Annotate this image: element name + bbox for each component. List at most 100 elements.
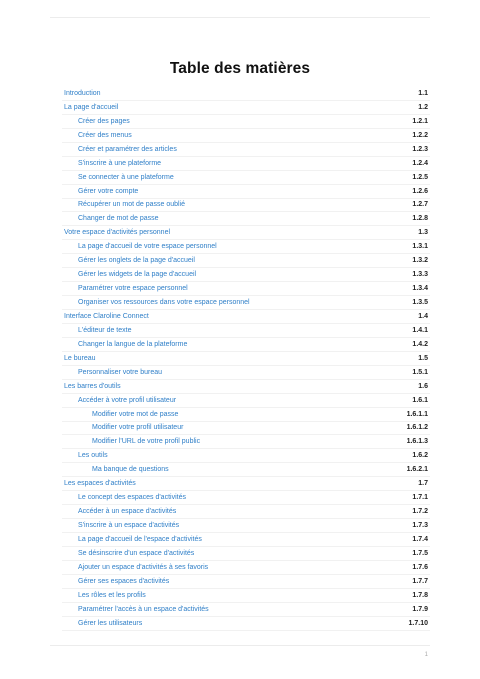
toc-entry[interactable]: Paramétrer votre espace personnel 1.3.4 (62, 282, 430, 297)
toc-entry[interactable]: Introduction 1.1 (62, 87, 430, 101)
toc-entry[interactable]: Organiser vos ressources dans votre espa… (62, 296, 430, 310)
toc-entry-link[interactable]: Créer des menus (78, 131, 132, 139)
toc-entry-number: 1.3.1 (412, 243, 428, 251)
toc-entry-link[interactable]: Accéder à votre profil utilisateur (78, 396, 177, 404)
toc-entry[interactable]: Gérer les utilisateurs 1.7.10 (62, 617, 430, 631)
toc-entry-number: 1.7.6 (412, 563, 428, 571)
toc-entry-number: 1.2.7 (412, 201, 428, 209)
toc-entry-link[interactable]: Introduction (64, 89, 101, 97)
toc-entry-number: 1.4.1 (412, 326, 428, 334)
toc-entry[interactable]: Modifier votre profil utilisateur 1.6.1.2 (62, 422, 430, 436)
toc-entry-link[interactable]: Organiser vos ressources dans votre espa… (78, 299, 250, 307)
toc-entry[interactable]: Gérer les onglets de la page d'accueil 1.… (62, 254, 430, 269)
toc-entry-number: 1.2.2 (412, 131, 428, 139)
toc-entry-link[interactable]: L'éditeur de texte (78, 326, 132, 334)
toc-entry[interactable]: Se connecter à une plateforme 1.2.5 (62, 171, 430, 185)
toc-entry-link[interactable]: La page d'accueil de l'espace d'activité… (78, 535, 202, 543)
toc-entry[interactable]: Récupérer un mot de passe oublié 1.2.7 (62, 199, 430, 213)
toc-entry-number: 1.5.1 (412, 368, 428, 376)
toc-entry-number: 1.7.9 (412, 605, 428, 613)
toc-entry-link[interactable]: Ma banque de questions (92, 466, 169, 474)
toc-entry-number: 1.2.8 (412, 215, 428, 223)
toc-entry[interactable]: Le concept des espaces d'activités 1.7.1 (62, 491, 430, 506)
toc-entry-link[interactable]: Les barres d'outils (64, 382, 121, 390)
toc-entry[interactable]: La page d'accueil de votre espace person… (62, 240, 430, 255)
toc-entry-link[interactable]: Modifier l'URL de votre profil public (92, 438, 201, 446)
toc-entry-link[interactable]: Personnaliser votre bureau (78, 368, 163, 376)
toc-entry[interactable]: Les espaces d'activités 1.7 (62, 477, 430, 492)
toc-entry-link[interactable]: Les outils (78, 452, 108, 460)
toc-entry-link[interactable]: Ajouter un espace d'activités à ses favo… (78, 563, 209, 571)
toc-entry-link[interactable]: Créer et paramétrer des articles (78, 145, 177, 153)
toc-entry[interactable]: La page d'accueil 1.2 (62, 101, 430, 115)
toc-entry-link[interactable]: Gérer les utilisateurs (78, 619, 143, 627)
toc-entry[interactable]: Les barres d'outils 1.6 (62, 380, 430, 394)
toc-entry[interactable]: Créer des pages 1.2.1 (62, 115, 430, 129)
toc-entry-link[interactable]: Accéder à un espace d'activités (78, 508, 177, 516)
toc-entry-number: 1.7.1 (412, 494, 428, 502)
toc-entry[interactable]: Votre espace d'activités personnel 1.3 (62, 226, 430, 241)
toc-entry-number: 1.7.4 (412, 535, 428, 543)
toc-entry-number: 1.2.1 (412, 117, 428, 125)
toc-entry-link[interactable]: S'inscrire à un espace d'activités (78, 522, 180, 530)
toc-entry[interactable]: Ma banque de questions 1.6.2.1 (62, 463, 430, 478)
toc-entry[interactable]: La page d'accueil de l'espace d'activité… (62, 533, 430, 547)
toc-entry-link[interactable]: Se désinscrire d'un espace d'activités (78, 549, 195, 557)
toc-entry[interactable]: Les outils 1.6.2 (62, 449, 430, 464)
toc-entry[interactable]: Interface Claroline Connect 1.4 (62, 310, 430, 324)
toc-entry-link[interactable]: Modifier votre mot de passe (92, 410, 179, 418)
toc-entry[interactable]: Personnaliser votre bureau 1.5.1 (62, 366, 430, 380)
toc-entry-link[interactable]: Le concept des espaces d'activités (78, 494, 186, 502)
toc-entry-link[interactable]: Se connecter à une plateforme (78, 173, 174, 181)
toc-entry-number: 1.2.4 (412, 159, 428, 167)
toc-entry[interactable]: Gérer votre compte 1.2.6 (62, 185, 430, 199)
toc-entry-number: 1.7.3 (412, 522, 428, 530)
toc-entry-number: 1.3.4 (412, 285, 428, 293)
toc-entry-number: 1.3.3 (412, 271, 428, 279)
toc-entry-link[interactable]: Modifier votre profil utilisateur (92, 424, 184, 432)
toc-entry-link[interactable]: Votre espace d'activités personnel (64, 229, 171, 237)
toc-entry[interactable]: Accéder à votre profil utilisateur 1.6.1 (62, 394, 430, 408)
toc-entry-number: 1.1 (418, 89, 428, 97)
toc-entry[interactable]: Gérer les widgets de la page d'accueil 1.… (62, 268, 430, 283)
toc-entry[interactable]: Créer des menus 1.2.2 (62, 129, 430, 143)
toc-entry-link[interactable]: Les espaces d'activités (64, 480, 136, 488)
toc-entry-link[interactable]: Paramétrer l'accès à un espace d'activit… (78, 605, 209, 613)
toc-entry-link[interactable]: Gérer les widgets de la page d'accueil (78, 271, 197, 279)
toc-entry-link[interactable]: La page d'accueil de votre espace person… (78, 243, 217, 251)
toc-entry[interactable]: Ajouter un espace d'activités à ses favo… (62, 561, 430, 575)
toc-entry[interactable]: Les rôles et les profils 1.7.8 (62, 589, 430, 603)
toc-entry[interactable]: Gérer ses espaces d'activités 1.7.7 (62, 575, 430, 589)
toc-entry-link[interactable]: Gérer ses espaces d'activités (78, 577, 170, 585)
toc-entry-link[interactable]: La page d'accueil (64, 103, 119, 111)
toc-entry-link[interactable]: Gérer votre compte (78, 187, 139, 195)
toc-entry[interactable]: Le bureau 1.5 (62, 352, 430, 366)
toc-entry[interactable]: L'éditeur de texte 1.4.1 (62, 324, 430, 338)
toc-entry[interactable]: Paramétrer l'accès à un espace d'activit… (62, 603, 430, 617)
toc-entry-link[interactable]: Interface Claroline Connect (64, 312, 149, 320)
toc-entry-link[interactable]: Changer la langue de la plateforme (78, 340, 188, 348)
toc-entry[interactable]: Modifier votre mot de passe 1.6.1.1 (62, 408, 430, 422)
toc-entry-link[interactable]: Gérer les onglets de la page d'accueil (78, 257, 195, 265)
toc-entry[interactable]: Créer et paramétrer des articles 1.2.3 (62, 143, 430, 157)
toc-entry-link[interactable]: Récupérer un mot de passe oublié (78, 201, 186, 209)
toc-entry-number: 1.6 (418, 382, 428, 390)
toc-entry-number: 1.6.1.3 (406, 438, 428, 446)
toc-entry[interactable]: Se désinscrire d'un espace d'activités 1.… (62, 547, 430, 561)
toc-entry-number: 1.7.5 (412, 549, 428, 557)
toc-entry[interactable]: Changer de mot de passe 1.2.8 (62, 212, 430, 227)
toc-entry[interactable]: Changer la langue de la plateforme 1.4.2 (62, 338, 430, 352)
toc-entry[interactable]: S'inscrire à un espace d'activités 1.7.3 (62, 519, 430, 533)
toc-entry-link[interactable]: Paramétrer votre espace personnel (78, 285, 188, 293)
toc-entry-link[interactable]: Créer des pages (78, 117, 130, 125)
toc-entry[interactable]: Accéder à un espace d'activités 1.7.2 (62, 505, 430, 520)
toc-entry-link[interactable]: Les rôles et les profils (78, 591, 146, 599)
toc-entry[interactable]: Modifier l'URL de votre profil public 1.6… (62, 435, 430, 450)
toc-entry[interactable]: S'inscrire à une plateforme 1.2.4 (62, 157, 430, 171)
toc-entry-number: 1.7.2 (412, 508, 428, 516)
toc-entry-link[interactable]: Le bureau (64, 354, 96, 362)
toc-entry-link[interactable]: Changer de mot de passe (78, 215, 159, 223)
toc-entry-link[interactable]: S'inscrire à une plateforme (78, 159, 162, 167)
toc-entry-number: 1.2.5 (412, 173, 428, 181)
toc-entry-number: 1.6.2 (412, 452, 428, 460)
